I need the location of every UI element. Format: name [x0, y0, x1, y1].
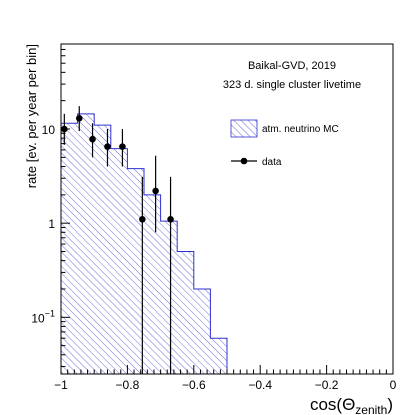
- mc-outline: [61, 113, 228, 374]
- data-point-4: [119, 143, 126, 150]
- data-point-3: [104, 143, 111, 150]
- mc-fill: [61, 113, 227, 374]
- x-tick-label-2: −0.6: [182, 378, 206, 392]
- x-axis-label: cos(Θzenith): [310, 395, 393, 415]
- legend-data-marker: [240, 157, 248, 165]
- y-tick-exponent-0: −1: [45, 308, 55, 318]
- legend-mc-label: atm. neutrino MC: [262, 124, 339, 135]
- y-axis-label: rate [ev. per year per bin]: [24, 44, 39, 188]
- y-tick-base-0: 10: [31, 311, 45, 325]
- x-tick-label-1: −0.8: [116, 378, 140, 392]
- legend-data-label: data: [262, 157, 282, 168]
- data-point-5: [139, 215, 146, 223]
- data-point-1: [75, 114, 83, 122]
- x-tick-label-4: −0.2: [315, 378, 339, 392]
- x-tick-label-3: −0.4: [248, 378, 272, 392]
- annotation-experiment: Baikal-GVD, 2019: [248, 60, 336, 72]
- legend: atm. neutrino MC data: [230, 119, 339, 168]
- y-tick-label-0: 10−1: [31, 308, 55, 325]
- x-tick-label-0: −1: [54, 378, 68, 392]
- y-tick-label-2: 10: [42, 123, 56, 137]
- legend-mc-swatch: [230, 119, 258, 138]
- y-tick-label-1: 1: [48, 217, 55, 231]
- data-point-2: [89, 135, 96, 143]
- x-axis-label-sub: zenith: [355, 403, 387, 415]
- data-point-6: [152, 187, 159, 195]
- x-axis-label-close: ): [387, 395, 393, 414]
- annotation-livetime: 323 d. single cluster livetime: [223, 79, 361, 91]
- data-points: [61, 106, 174, 374]
- mc-histogram: [61, 113, 228, 374]
- axes: [60, 43, 394, 375]
- x-tick-label-5: 0: [390, 378, 397, 392]
- data-point-7: [167, 215, 174, 223]
- x-axis-label-main: cos(Θ: [310, 395, 355, 414]
